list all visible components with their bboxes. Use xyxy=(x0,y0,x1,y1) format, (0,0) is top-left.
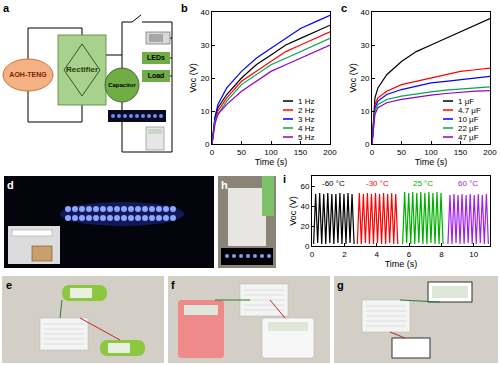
svg-text:-60 °C: -60 °C xyxy=(322,179,345,188)
svg-text:0: 0 xyxy=(305,242,310,251)
svg-text:4: 4 xyxy=(375,250,380,259)
svg-text:10: 10 xyxy=(469,250,478,259)
svg-text:10: 10 xyxy=(200,107,209,116)
svg-text:d: d xyxy=(7,179,14,191)
svg-text:200: 200 xyxy=(323,148,337,157)
svg-text:22 μF: 22 μF xyxy=(458,124,479,133)
svg-text:0: 0 xyxy=(205,140,210,149)
svg-text:Load: Load xyxy=(148,72,165,79)
svg-text:Time (s): Time (s) xyxy=(385,259,418,269)
svg-text:47 μF: 47 μF xyxy=(458,133,479,142)
svg-text:40: 40 xyxy=(300,202,309,211)
svg-text:h: h xyxy=(221,179,228,191)
svg-text:40: 40 xyxy=(200,8,209,17)
svg-text:8: 8 xyxy=(439,250,444,259)
svg-text:50: 50 xyxy=(397,148,406,157)
svg-text:30: 30 xyxy=(200,41,209,50)
svg-text:150: 150 xyxy=(294,148,308,157)
svg-text:e: e xyxy=(6,279,12,291)
svg-text:Time (s): Time (s) xyxy=(255,157,288,167)
svg-text:Voc (V): Voc (V) xyxy=(288,196,298,226)
svg-text:c: c xyxy=(341,2,347,14)
svg-text:60: 60 xyxy=(300,182,309,191)
svg-text:4.7 μF: 4.7 μF xyxy=(458,106,481,115)
svg-text:Voc (V): Voc (V) xyxy=(348,63,358,93)
svg-text:-30 °C: -30 °C xyxy=(366,179,389,188)
svg-text:i: i xyxy=(283,173,286,185)
svg-text:0: 0 xyxy=(365,140,370,149)
svg-text:Rectifier: Rectifier xyxy=(66,65,98,74)
svg-text:20: 20 xyxy=(200,74,209,83)
svg-text:Time (s): Time (s) xyxy=(415,157,448,167)
svg-text:0: 0 xyxy=(310,250,315,259)
svg-text:f: f xyxy=(171,279,175,291)
svg-text:4 Hz: 4 Hz xyxy=(298,124,314,133)
svg-text:0: 0 xyxy=(210,148,215,157)
svg-text:1 μF: 1 μF xyxy=(458,97,474,106)
svg-text:150: 150 xyxy=(454,148,468,157)
svg-text:2 Hz: 2 Hz xyxy=(298,106,314,115)
svg-text:1 Hz: 1 Hz xyxy=(298,97,314,106)
svg-text:LEDs: LEDs xyxy=(147,54,165,61)
svg-text:200: 200 xyxy=(483,148,497,157)
svg-text:6: 6 xyxy=(407,250,412,259)
svg-text:100: 100 xyxy=(424,148,438,157)
svg-text:a: a xyxy=(3,2,10,14)
svg-text:Capacitor: Capacitor xyxy=(108,82,136,88)
svg-text:AOH-TENG: AOH-TENG xyxy=(9,71,47,78)
svg-text:Voc (V): Voc (V) xyxy=(188,63,198,93)
svg-text:50: 50 xyxy=(237,148,246,157)
svg-text:30: 30 xyxy=(360,41,369,50)
svg-text:10: 10 xyxy=(360,107,369,116)
svg-text:g: g xyxy=(337,279,344,291)
svg-text:b: b xyxy=(181,2,188,14)
svg-text:40: 40 xyxy=(360,8,369,17)
svg-text:60 °C: 60 °C xyxy=(458,179,478,188)
svg-text:0: 0 xyxy=(370,148,375,157)
svg-text:100: 100 xyxy=(264,148,278,157)
svg-text:10 μF: 10 μF xyxy=(458,115,479,124)
svg-text:20: 20 xyxy=(300,222,309,231)
svg-text:5 Hz: 5 Hz xyxy=(298,133,314,142)
svg-text:25 °C: 25 °C xyxy=(413,179,433,188)
svg-text:2: 2 xyxy=(342,250,347,259)
svg-text:20: 20 xyxy=(360,74,369,83)
svg-text:3 Hz: 3 Hz xyxy=(298,115,314,124)
